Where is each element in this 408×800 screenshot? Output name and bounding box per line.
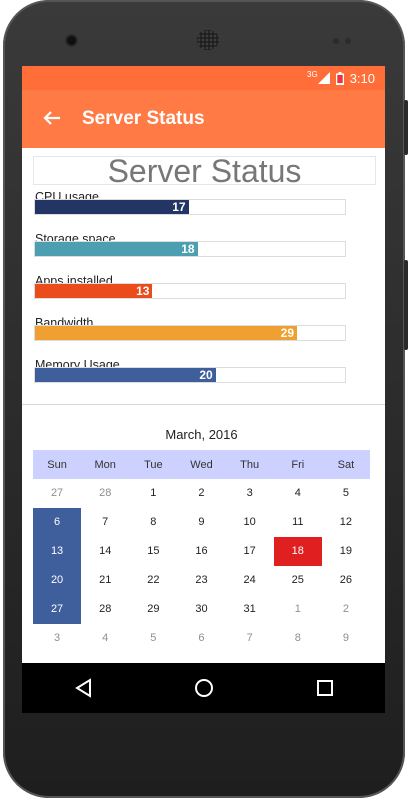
calendar-day[interactable]: 9 <box>342 632 349 644</box>
nav-recents-button[interactable] <box>295 679 355 697</box>
bar-row-storage: Storage space 18 <box>34 232 346 257</box>
sensor-dot <box>345 38 351 44</box>
bar-fill: 13 <box>35 284 153 298</box>
arrow-back-icon <box>43 111 60 125</box>
calendar-day[interactable]: 2 <box>342 603 349 615</box>
calendar-day[interactable]: 7 <box>246 632 253 644</box>
calendar-day[interactable]: 16 <box>195 545 208 557</box>
signal-icon <box>317 72 330 84</box>
calendar-day[interactable]: 27 <box>33 595 82 624</box>
bar-value: 20 <box>199 368 213 382</box>
calendar-day[interactable]: 4 <box>294 487 301 499</box>
app-bar: Server Status <box>22 90 385 148</box>
calendar-day[interactable]: 8 <box>150 516 157 528</box>
status-bar: 3G 3:10 <box>22 66 385 90</box>
calendar-day[interactable]: 7 <box>102 516 109 528</box>
bar-row-memory: Memory Usage 20 <box>34 358 346 383</box>
calendar-day[interactable]: 21 <box>99 574 112 586</box>
bar-value: 18 <box>181 242 195 256</box>
app-bar-title: Server Status <box>82 108 205 129</box>
back-button[interactable] <box>22 107 82 131</box>
battery-icon <box>335 71 344 85</box>
earpiece-speaker <box>197 30 219 50</box>
bar-value: 29 <box>280 326 294 340</box>
calendar-day[interactable]: 20 <box>33 566 82 595</box>
calendar-day[interactable]: 12 <box>339 516 353 528</box>
circle-home-icon <box>194 679 213 697</box>
page-title: Server Status <box>33 155 376 187</box>
calendar-day[interactable]: 8 <box>294 632 301 644</box>
calendar: March, 2016 Sun Mon Tue Wed Thu Fri Sat … <box>33 426 370 653</box>
calendar-day[interactable]: 23 <box>195 574 208 586</box>
square-recents-icon <box>316 680 333 696</box>
navigation-bar <box>22 663 385 713</box>
bar-row-apps: Apps installed 13 <box>34 274 346 299</box>
calendar-day[interactable]: 22 <box>147 574 160 586</box>
calendar-day[interactable]: 11 <box>292 516 304 528</box>
divider <box>22 404 385 405</box>
calendar-month-title: March, 2016 <box>165 427 238 442</box>
weekday-label: Fri <box>291 458 305 471</box>
bar-track: 18 <box>34 241 346 257</box>
power-button <box>404 100 408 155</box>
calendar-day[interactable]: 30 <box>195 603 208 615</box>
bar-value: 17 <box>172 200 186 214</box>
calendar-day[interactable]: 10 <box>243 516 256 528</box>
calendar-day[interactable]: 31 <box>243 603 256 615</box>
calendar-day[interactable]: 29 <box>147 603 160 615</box>
nav-home-button[interactable] <box>174 678 234 698</box>
weekday-label: Tue <box>144 458 163 471</box>
nav-back-button[interactable] <box>53 678 113 698</box>
calendar-weekday-header: Sun Mon Tue Wed Thu Fri Sat <box>33 450 370 479</box>
calendar-day[interactable]: 27 <box>50 487 64 499</box>
weekday-label: Thu <box>240 458 260 471</box>
bar-fill: 18 <box>35 242 198 256</box>
calendar-day[interactable]: 5 <box>150 632 157 644</box>
calendar-day[interactable]: 5 <box>342 487 349 499</box>
calendar-day[interactable]: 1 <box>294 603 301 615</box>
bar-fill: 17 <box>35 200 189 214</box>
calendar-day[interactable]: 26 <box>339 574 353 586</box>
calendar-day[interactable]: 28 <box>99 487 112 499</box>
calendar-day[interactable]: 15 <box>147 545 160 557</box>
calendar-grid: 27 28 1 2 3 4 5 6 7 8 9 10 11 12 13 14 1… <box>33 479 370 653</box>
volume-button <box>404 260 408 350</box>
calendar-day[interactable]: 6 <box>198 632 205 644</box>
network-label: 3G <box>307 69 318 79</box>
weekday-label: Mon <box>94 458 116 471</box>
bar-row-cpu: CPU usage 17 <box>34 190 346 215</box>
bar-row-bandwidth: Bandwidth 29 <box>34 316 346 341</box>
status-time: 3:10 <box>349 70 375 86</box>
sensor-dot <box>333 38 339 44</box>
calendar-day[interactable]: 1 <box>150 487 157 499</box>
calendar-day[interactable]: 3 <box>54 632 61 644</box>
calendar-day[interactable]: 4 <box>102 632 109 644</box>
calendar-day[interactable]: 14 <box>99 545 112 557</box>
calendar-day[interactable]: 24 <box>243 574 256 586</box>
bar-fill: 20 <box>35 368 216 382</box>
app-screen: 3G 3:10 Server Status Server Status CPU … <box>22 66 385 713</box>
calendar-day[interactable]: 17 <box>243 545 256 557</box>
bar-track: 17 <box>34 199 346 215</box>
weekday-label: Sat <box>337 458 355 471</box>
calendar-day[interactable]: 2 <box>198 487 205 499</box>
bar-track: 29 <box>34 325 346 341</box>
calendar-day[interactable]: 28 <box>99 603 112 615</box>
calendar-day-today[interactable]: 18 <box>273 537 322 566</box>
bar-track: 13 <box>34 283 346 299</box>
bar-value: 13 <box>136 284 150 298</box>
bar-track: 20 <box>34 367 346 383</box>
calendar-day[interactable]: 19 <box>339 545 353 557</box>
front-camera <box>67 36 76 45</box>
weekday-label: Wed <box>190 458 213 471</box>
calendar-day[interactable]: 13 <box>33 537 82 566</box>
calendar-day[interactable]: 6 <box>33 508 82 537</box>
weekday-label: Sun <box>47 458 67 471</box>
calendar-day[interactable]: 3 <box>246 487 253 499</box>
bar-fill: 29 <box>35 326 297 340</box>
calendar-day[interactable]: 25 <box>291 574 304 586</box>
calendar-day[interactable]: 9 <box>198 516 205 528</box>
triangle-back-icon <box>74 678 91 698</box>
